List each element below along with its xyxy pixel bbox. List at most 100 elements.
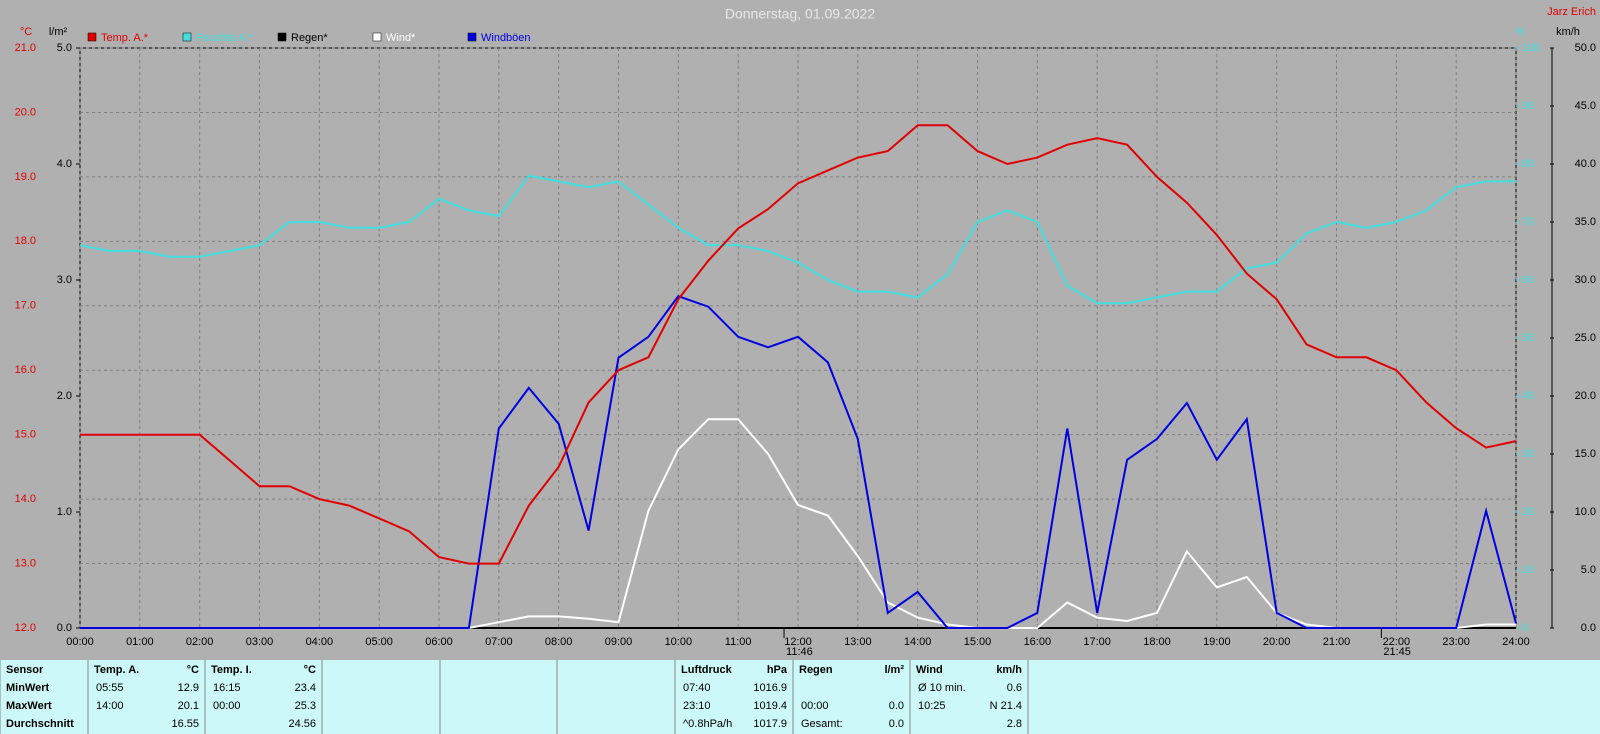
rain-tick-label: 4.0 <box>57 158 72 170</box>
legend-label: Windböen <box>481 32 531 44</box>
series-line <box>80 124 1517 565</box>
stat-value: 12.9 <box>178 682 199 694</box>
x-tick-label: 23:00 <box>1442 636 1470 648</box>
stat-value: 23.4 <box>295 682 316 694</box>
y-tick-label: 17.0 <box>15 300 36 312</box>
legend-label: Wind* <box>386 32 416 44</box>
x-tick-label: 19:00 <box>1203 636 1231 648</box>
legend-label: Temp. A.* <box>101 32 149 44</box>
x-tick-label: 11:00 <box>725 636 752 648</box>
wind-tick-label: 30.0 <box>1575 274 1596 286</box>
stat-value: 20.1 <box>178 700 199 712</box>
y-tick-label: 15.0 <box>15 429 36 441</box>
x-tick-label: 18:00 <box>1143 636 1171 648</box>
y-tick-label: 18.0 <box>15 235 36 247</box>
unit-temp: °C <box>20 26 32 38</box>
marker-label: 11:46 <box>786 646 813 658</box>
wind-tick-label: 10.0 <box>1575 506 1596 518</box>
x-tick-label: 10:00 <box>665 636 693 648</box>
x-tick-label: 01:00 <box>126 636 154 648</box>
wind-tick-label: 0.0 <box>1581 622 1596 634</box>
y-tick-label: 21.0 <box>15 42 36 54</box>
group-name: Temp. A. <box>94 664 139 676</box>
group-unit: l/m² <box>884 664 904 676</box>
group-name: Regen <box>799 664 833 676</box>
humidity-tick-label: 90 <box>1522 100 1534 112</box>
legend-swatch <box>277 32 287 42</box>
x-tick-label: 04:00 <box>306 636 334 648</box>
legend-swatch <box>87 32 97 42</box>
wind-tick-label: 35.0 <box>1575 216 1596 228</box>
x-tick-label: 13:00 <box>844 636 872 648</box>
humidity-tick-label: 60 <box>1522 274 1534 286</box>
humidity-tick-label: 80 <box>1522 158 1534 170</box>
unit-wind: km/h <box>1556 26 1580 38</box>
x-tick-label: 03:00 <box>246 636 274 648</box>
rain-tick-label: 0.0 <box>57 622 72 634</box>
wind-tick-label: 25.0 <box>1575 332 1596 344</box>
series-line <box>79 174 1516 305</box>
wind-tick-label: 50.0 <box>1575 42 1596 54</box>
stat-time: Ø 10 min. <box>918 682 966 694</box>
x-tick-label: 08:00 <box>545 636 573 648</box>
y-tick-label: 12.0 <box>15 622 36 634</box>
stat-time: 14:00 <box>96 700 124 712</box>
group-unit: hPa <box>767 664 788 676</box>
stat-value: 1019.4 <box>753 700 787 712</box>
humidity-tick-label: 30 <box>1522 448 1534 460</box>
stat-value: 2.8 <box>1007 718 1022 730</box>
stat-time: 23:10 <box>683 700 711 712</box>
group-unit: km/h <box>996 664 1022 676</box>
wind-tick-label: 40.0 <box>1575 158 1596 170</box>
stats-table <box>0 660 1600 734</box>
wind-tick-label: 15.0 <box>1575 448 1596 460</box>
x-tick-label: 20:00 <box>1263 636 1291 648</box>
x-tick-label: 24:00 <box>1502 636 1530 648</box>
x-tick-label: 12:00 <box>784 636 812 648</box>
humidity-tick-label: 70 <box>1522 216 1534 228</box>
x-tick-label: 22:00 <box>1383 636 1411 648</box>
stat-time: Gesamt: <box>801 718 843 730</box>
stat-value: 0.0 <box>889 718 904 730</box>
marker-label: 21:45 <box>1383 646 1411 658</box>
legend-swatch <box>467 32 477 42</box>
stat-time: ^0.8hPa/h <box>683 718 732 730</box>
row-label: MinWert <box>6 682 50 694</box>
stat-time: 07:40 <box>683 682 711 694</box>
wind-tick-label: 45.0 <box>1575 100 1596 112</box>
stat-time: 00:00 <box>801 700 829 712</box>
x-tick-label: 15:00 <box>964 636 992 648</box>
wind-tick-label: 20.0 <box>1575 390 1596 402</box>
group-name: Wind <box>916 664 943 676</box>
humidity-tick-label: 100 <box>1522 42 1540 54</box>
stat-value: 0.0 <box>889 700 904 712</box>
x-tick-label: 21:00 <box>1323 636 1351 648</box>
stat-value: N 21.4 <box>990 700 1022 712</box>
humidity-tick-label: 20 <box>1522 506 1534 518</box>
rain-tick-label: 5.0 <box>57 42 72 54</box>
group-unit: °C <box>304 664 316 676</box>
x-tick-label: 06:00 <box>425 636 453 648</box>
stat-value: 1016.9 <box>753 682 787 694</box>
legend-swatch <box>182 32 192 42</box>
stat-value: 0.6 <box>1007 682 1022 694</box>
legend-label: Regen* <box>291 32 328 44</box>
x-tick-label: 17:00 <box>1083 636 1111 648</box>
humidity-tick-label: 50 <box>1522 332 1534 344</box>
stat-time: 00:00 <box>213 700 241 712</box>
rain-tick-label: 2.0 <box>57 390 72 402</box>
row-label: Sensor <box>6 664 44 676</box>
legend-swatch <box>372 32 382 42</box>
humidity-tick-label: 0 <box>1522 622 1528 634</box>
group-name: Luftdruck <box>681 664 733 676</box>
y-tick-label: 20.0 <box>15 106 36 118</box>
y-tick-label: 14.0 <box>15 493 36 505</box>
y-tick-label: 16.0 <box>15 364 36 376</box>
author: Jarz Erich <box>1547 6 1596 18</box>
unit-humidity: % <box>1515 26 1525 38</box>
wind-tick-label: 5.0 <box>1581 564 1596 576</box>
humidity-tick-label: 10 <box>1522 564 1534 576</box>
x-tick-label: 14:00 <box>904 636 932 648</box>
x-tick-label: 02:00 <box>186 636 214 648</box>
